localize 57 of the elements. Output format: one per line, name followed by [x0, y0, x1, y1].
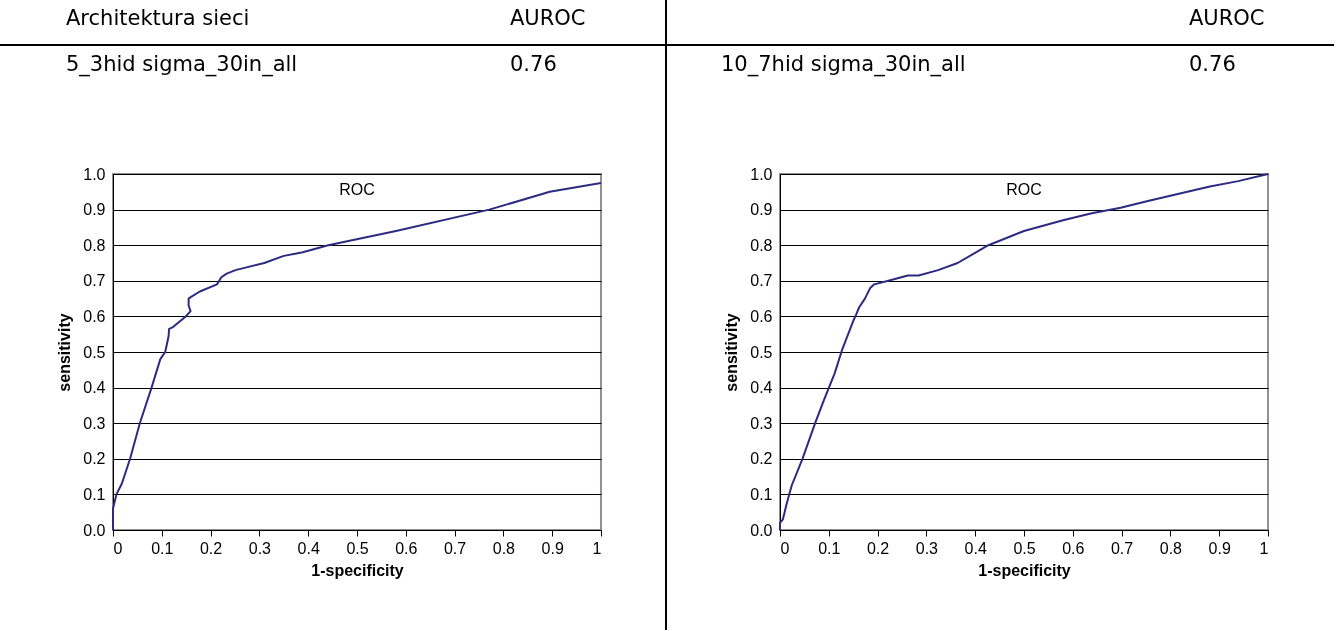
x-tick-label: 0.6	[395, 539, 418, 557]
x-tick-label: 0.3	[915, 539, 939, 557]
x-tick-label: 0.4	[964, 539, 987, 557]
y-axis-title: sensitivity	[723, 313, 741, 392]
y-tick-label: 0.4	[750, 379, 773, 397]
x-tick-label: 0.7	[1110, 539, 1134, 557]
x-axis-title: 1-specificity	[978, 561, 1071, 579]
y-tick-label: 0.5	[750, 343, 773, 361]
y-tick-label: 0.0	[750, 521, 773, 539]
y-tick-label: 0.8	[750, 236, 773, 254]
x-tick-label: 0	[780, 539, 790, 557]
x-tick-label: 0.9	[541, 539, 564, 557]
x-tick-label: 1	[1259, 539, 1269, 557]
x-axis-title: 1-specificity	[311, 561, 404, 579]
x-tick-label: 0.8	[1159, 539, 1183, 557]
y-tick-label: 0.2	[750, 450, 773, 468]
x-tick-label: 0.1	[151, 539, 174, 557]
text: AUROC	[1107, 0, 1334, 46]
y-tick-label: 1.0	[83, 165, 106, 183]
chart-title: ROC	[1006, 181, 1042, 198]
x-tick-label: 0.9	[1208, 539, 1231, 557]
chart-title: ROC	[339, 181, 375, 198]
x-tick-label: 0.2	[866, 539, 890, 557]
y-tick-label: 0.6	[750, 307, 773, 325]
text: 10_7hid sigma_30in_all	[720, 51, 967, 79]
x-tick-label: 0.2	[199, 539, 223, 557]
text: Architektura sieci	[0, 0, 440, 46]
y-tick-label: 0.4	[83, 379, 106, 397]
x-tick-label: 1	[592, 539, 602, 557]
text: 5_3hid sigma_30in_all	[65, 51, 299, 79]
x-tick-label: 0.6	[1062, 539, 1085, 557]
x-tick-label: 0.3	[248, 539, 272, 557]
y-tick-label: 0.1	[750, 485, 773, 503]
y-tick-label: 0.0	[83, 521, 106, 539]
x-tick-label: 0.8	[492, 539, 516, 557]
y-tick-label: 0.8	[83, 236, 106, 254]
y-tick-label: 0.6	[83, 307, 106, 325]
x-tick-label: 0.4	[297, 539, 320, 557]
x-tick-label: 0.1	[818, 539, 841, 557]
x-tick-label: 0.5	[1013, 539, 1036, 557]
x-tick-label: 0.5	[346, 539, 369, 557]
text: AUROC	[440, 0, 667, 46]
y-tick-label: 0.3	[750, 414, 773, 432]
y-tick-label: 0.9	[83, 201, 106, 219]
y-tick-label: 0.7	[83, 272, 106, 290]
y-tick-label: 0.9	[750, 201, 773, 219]
y-tick-label: 0.5	[83, 343, 106, 361]
text: 0.76	[1188, 51, 1237, 78]
y-tick-label: 0.2	[83, 450, 106, 468]
y-axis-title: sensitivity	[56, 313, 74, 392]
y-tick-label: 0.7	[750, 272, 773, 290]
text: 0.76	[509, 51, 558, 78]
y-tick-label: 1.0	[750, 165, 773, 183]
y-tick-label: 0.1	[83, 485, 106, 503]
x-tick-label: 0.7	[443, 539, 467, 557]
x-tick-label: 0	[113, 539, 123, 557]
y-tick-label: 0.3	[83, 414, 106, 432]
